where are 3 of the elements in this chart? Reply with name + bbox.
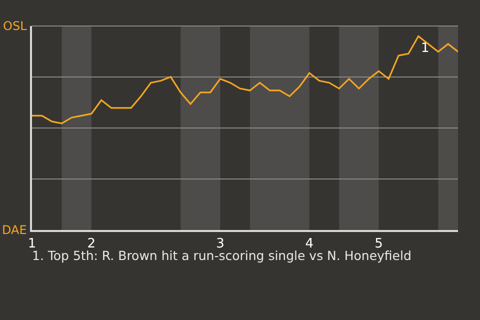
text: DAE [2,223,27,237]
annotation: 1 [421,41,430,56]
text: OSL [3,19,28,33]
